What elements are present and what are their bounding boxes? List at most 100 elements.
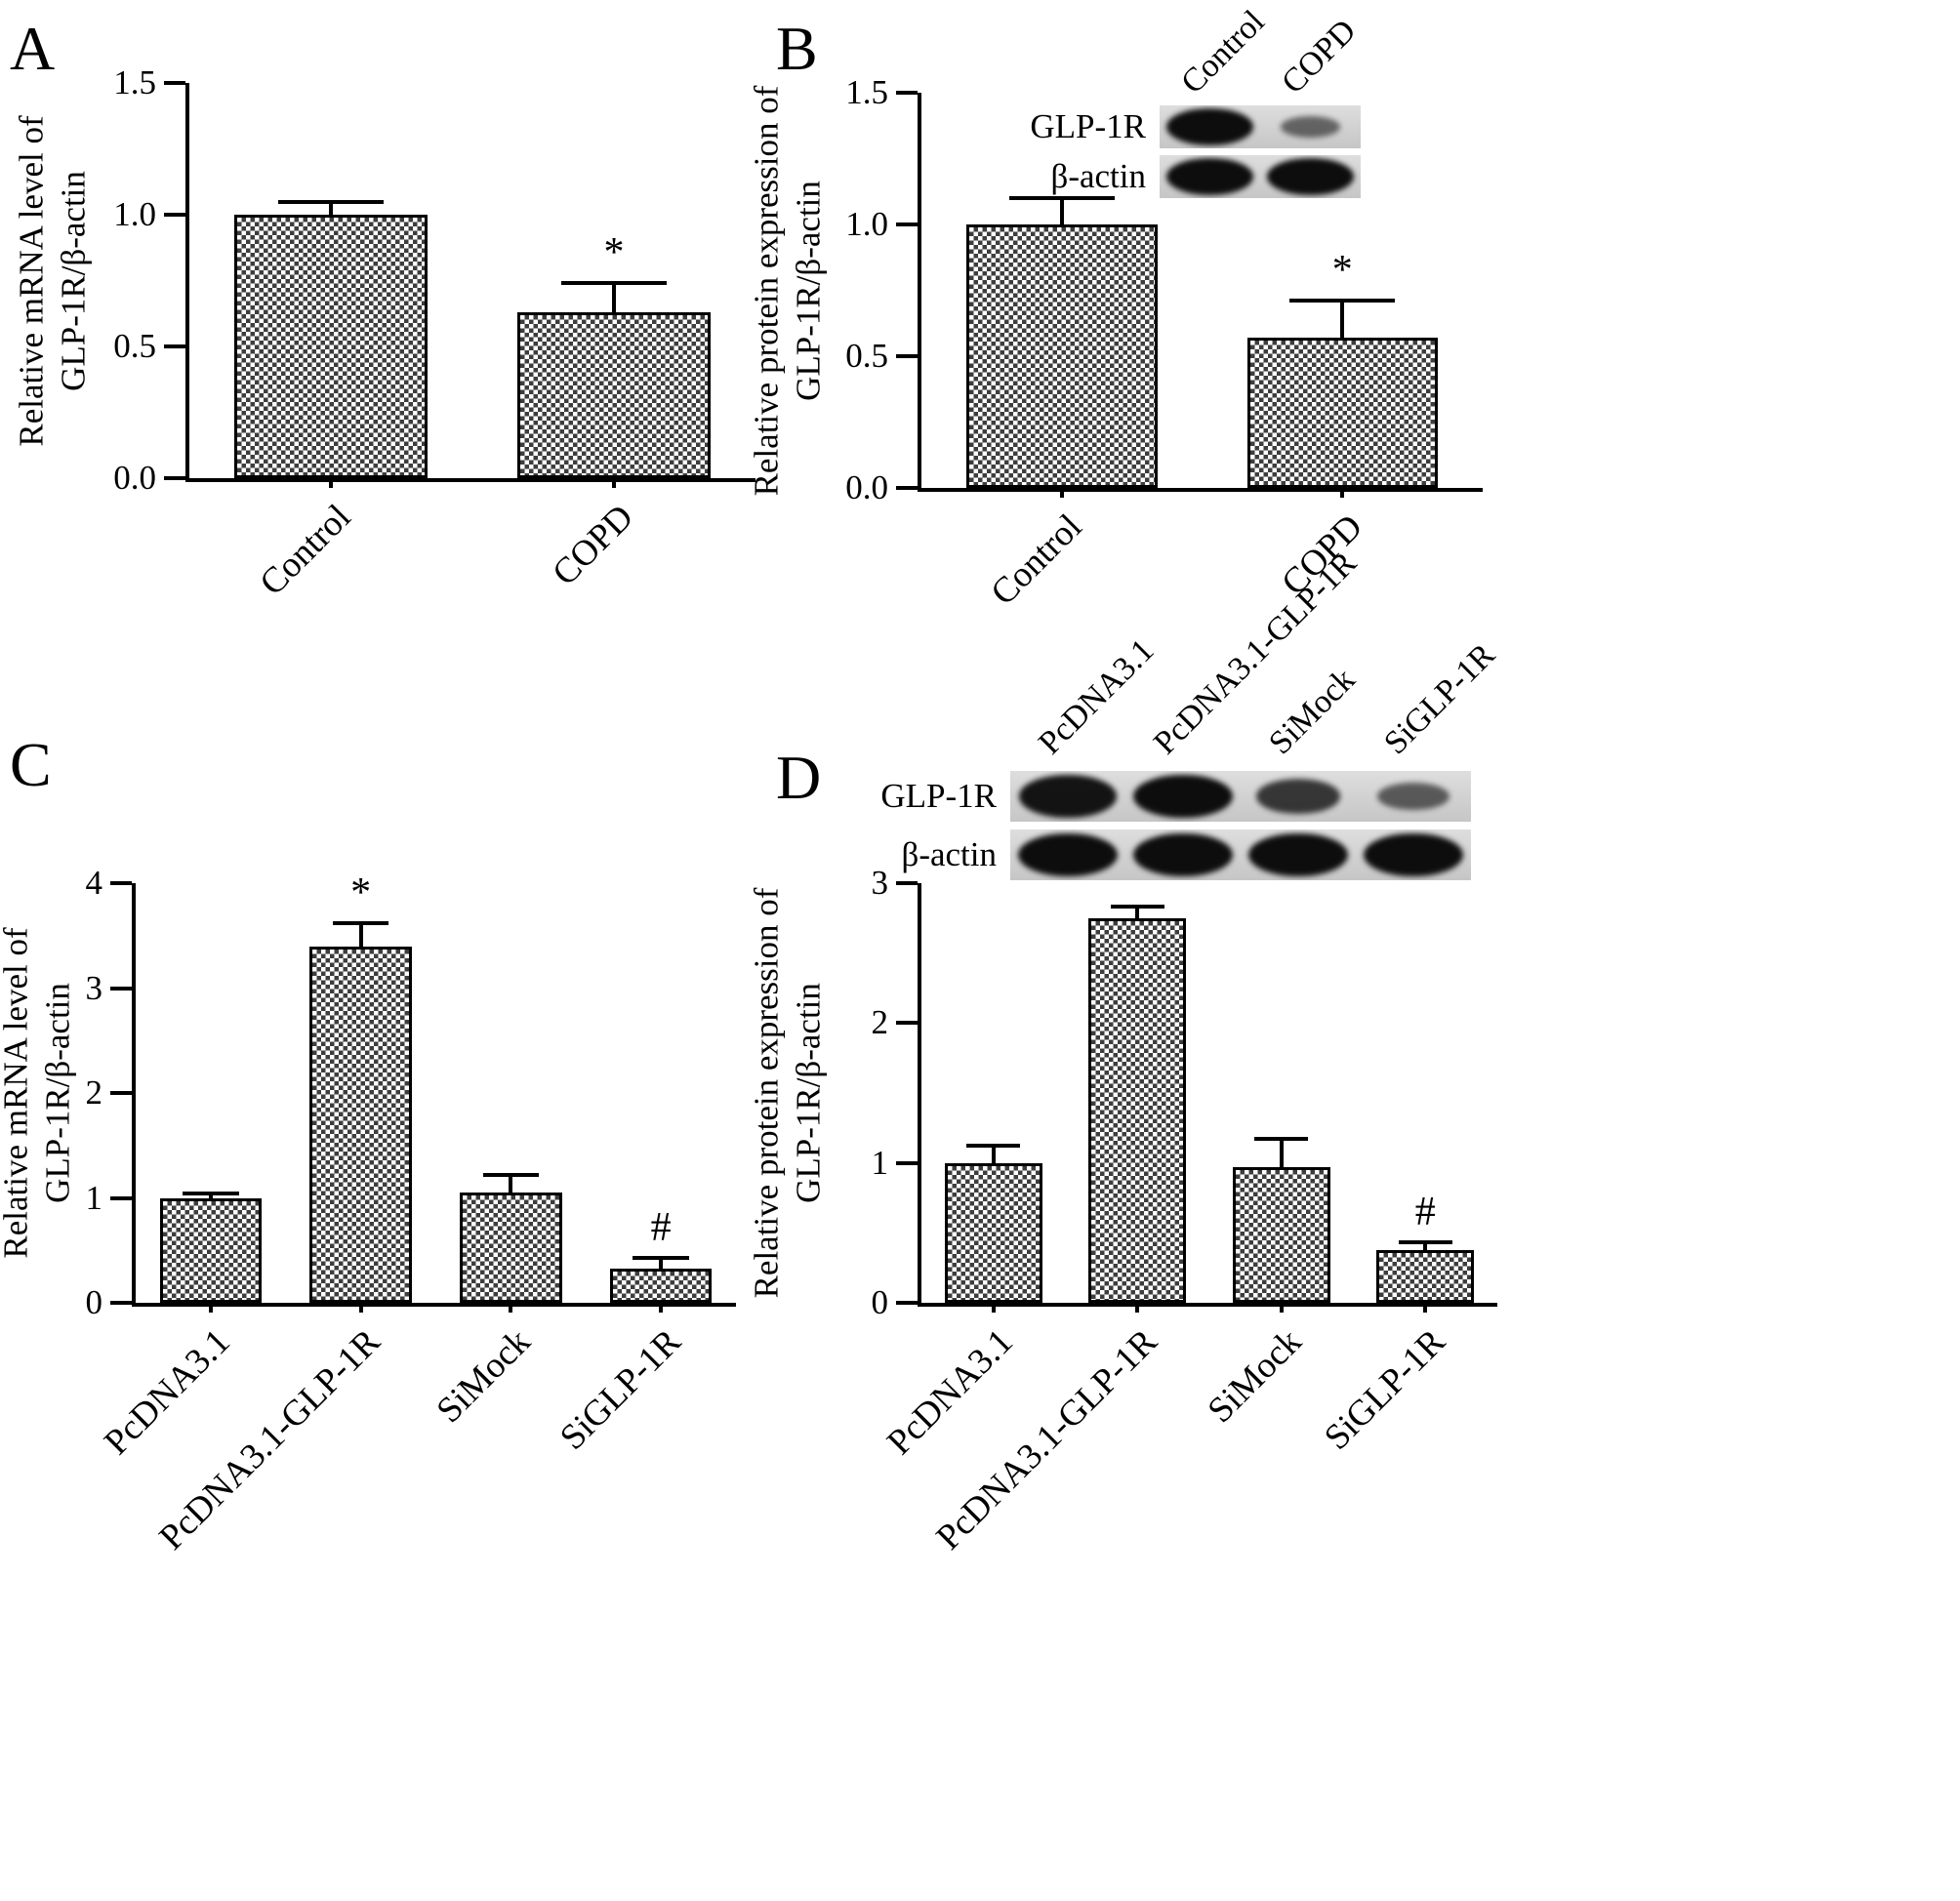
x-tick bbox=[1059, 488, 1064, 498]
blot-row-label: GLP-1R bbox=[1030, 107, 1146, 145]
error-bar bbox=[208, 1193, 213, 1200]
panel-c-letter: C bbox=[10, 730, 52, 799]
y-tick-label: 2 bbox=[871, 1003, 889, 1042]
y-tick-label: 1.0 bbox=[845, 205, 888, 243]
bar-PcDNA3.1-GLP-1R bbox=[309, 946, 412, 1303]
error-bar bbox=[329, 201, 333, 217]
y-axis-title-line: GLP-1R/β-actin bbox=[789, 983, 828, 1203]
y-tick-label: 0.0 bbox=[845, 468, 888, 506]
y-tick bbox=[896, 91, 918, 95]
error-bar-cap bbox=[482, 1172, 540, 1177]
error-bar bbox=[1340, 301, 1345, 341]
significance-marker: * bbox=[1331, 248, 1353, 294]
y-tick bbox=[896, 1021, 918, 1026]
error-bar-cap bbox=[332, 920, 389, 925]
panel-b-western-blot: Control COPD GLP-1R β-actin bbox=[1030, 4, 1386, 205]
x-tick bbox=[659, 1303, 664, 1313]
bar-SiGLP-1R bbox=[609, 1268, 713, 1303]
panel-d-letter: D bbox=[776, 743, 822, 812]
y-tick bbox=[164, 476, 185, 480]
y-tick-label: 1 bbox=[871, 1143, 889, 1182]
error-bar bbox=[1135, 907, 1140, 920]
blot-row-label: GLP-1R bbox=[880, 777, 997, 815]
y-tick-label: 2 bbox=[85, 1073, 103, 1112]
error-bar-cap bbox=[1254, 1137, 1309, 1142]
blot-band bbox=[1132, 774, 1234, 819]
y-tick bbox=[896, 222, 918, 226]
y-tick bbox=[164, 81, 185, 85]
error-bar bbox=[612, 283, 616, 314]
error-bar-cap bbox=[1110, 905, 1164, 910]
y-tick-label: 0.0 bbox=[113, 459, 156, 497]
blot-lane-label: SiMock bbox=[1262, 661, 1363, 762]
x-tick bbox=[1423, 1303, 1428, 1313]
bar-PcDNA3.1 bbox=[944, 1162, 1042, 1303]
bar-PcDNA3.1-GLP-1R bbox=[1088, 917, 1187, 1303]
y-tick bbox=[896, 1301, 918, 1305]
error-bar-cap bbox=[183, 1192, 239, 1196]
error-bar-cap bbox=[1289, 299, 1395, 303]
bar-Control bbox=[966, 224, 1158, 488]
y-tick-label: 1 bbox=[85, 1178, 103, 1217]
blot-band bbox=[1363, 832, 1464, 877]
bar-PcDNA3.1 bbox=[159, 1197, 263, 1303]
blot-lane-label: SiGLP-1R bbox=[1377, 636, 1502, 762]
significance-marker: * bbox=[603, 230, 625, 276]
x-category-label: SiGLP-1R bbox=[1317, 1321, 1453, 1458]
y-tick bbox=[896, 881, 918, 885]
y-tick-label: 1.0 bbox=[113, 195, 156, 233]
y-tick bbox=[164, 344, 185, 348]
y-tick-label: 0 bbox=[85, 1283, 103, 1321]
x-category-label: PcDNA3.1 bbox=[879, 1321, 1022, 1463]
blot-band bbox=[1281, 115, 1340, 138]
blot-band bbox=[1018, 775, 1117, 818]
blot-band bbox=[1165, 158, 1254, 195]
error-bar bbox=[1279, 1139, 1284, 1169]
blot-band bbox=[1165, 108, 1254, 145]
blot-band bbox=[1132, 832, 1234, 877]
blot-film-strip bbox=[1010, 771, 1471, 822]
y-tick bbox=[110, 1301, 132, 1305]
x-tick bbox=[358, 1303, 363, 1313]
y-tick bbox=[110, 1195, 132, 1200]
error-bar-cap bbox=[966, 1144, 1021, 1149]
error-bar-cap bbox=[633, 1255, 689, 1260]
y-tick bbox=[110, 1091, 132, 1095]
panel-a-letter: A bbox=[10, 14, 56, 83]
x-tick bbox=[1279, 1303, 1284, 1313]
x-tick bbox=[509, 1303, 513, 1313]
x-tick bbox=[1340, 488, 1345, 498]
error-bar-cap bbox=[1398, 1240, 1452, 1245]
y-tick-label: 1.5 bbox=[113, 63, 156, 101]
bar-COPD bbox=[1246, 338, 1438, 488]
x-tick bbox=[208, 1303, 213, 1313]
y-tick-label: 4 bbox=[85, 864, 103, 902]
error-bar-cap bbox=[1008, 196, 1115, 200]
error-bar bbox=[358, 922, 363, 949]
y-tick-label: 0.5 bbox=[113, 327, 156, 365]
blot-band bbox=[1266, 158, 1355, 195]
significance-marker: # bbox=[650, 1204, 672, 1250]
bar-SiGLP-1R bbox=[1376, 1249, 1475, 1303]
error-bar-cap bbox=[560, 281, 668, 286]
blot-row-label: β-actin bbox=[1050, 157, 1146, 195]
blot-band bbox=[1247, 832, 1349, 877]
blot-film-strip bbox=[1160, 155, 1361, 198]
panel-b-letter: B bbox=[776, 14, 818, 83]
y-tick bbox=[164, 213, 185, 217]
panel-d-y-axis-title: Relative protein expression of GLP-1R/β-… bbox=[747, 883, 828, 1303]
y-tick-label: 1.5 bbox=[845, 73, 888, 111]
y-tick bbox=[896, 486, 918, 490]
y-tick-label: 3 bbox=[871, 864, 889, 902]
y-axis-title-line: Relative protein expression of bbox=[747, 887, 786, 1299]
y-tick bbox=[110, 881, 132, 885]
error-bar bbox=[991, 1146, 996, 1165]
blot-band bbox=[1017, 832, 1119, 877]
blot-film-strip bbox=[1010, 829, 1471, 880]
bar-SiMock bbox=[1232, 1166, 1330, 1303]
error-bar bbox=[509, 1174, 513, 1195]
